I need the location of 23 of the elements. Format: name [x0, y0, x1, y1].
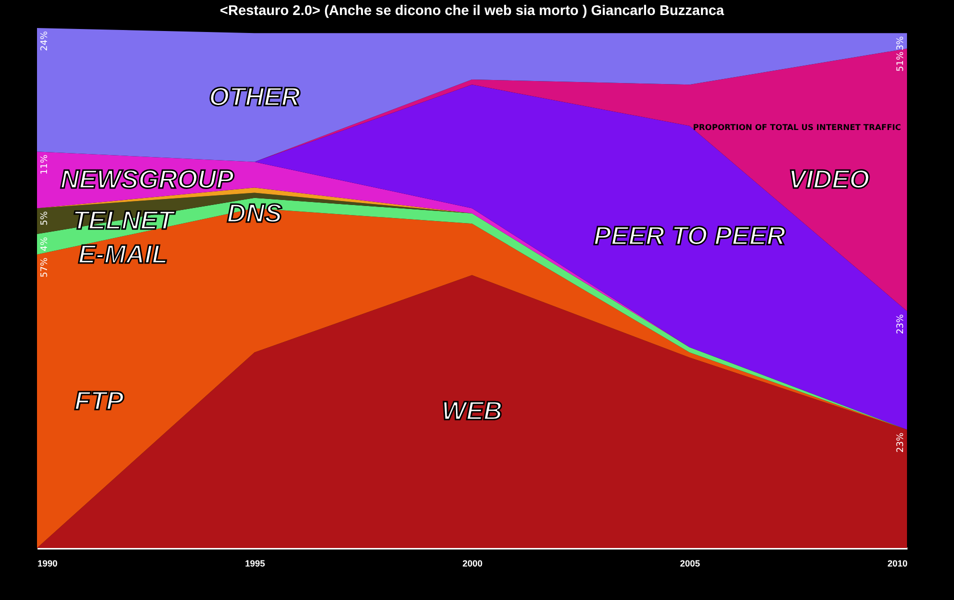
data-label: 3%	[896, 36, 906, 50]
data-label: 23%	[896, 314, 906, 334]
data-label: 24%	[40, 30, 50, 52]
series-label: PEER TO PEER	[594, 220, 786, 251]
series-label: WEB	[442, 396, 502, 426]
data-label: 5%	[40, 210, 50, 226]
annotation: PROPORTION OF TOTAL US INTERNET TRAFFIC	[692, 123, 902, 132]
x-tick-label: 2005	[680, 558, 700, 568]
series-label: VIDEO	[788, 164, 870, 194]
series-label: FTP	[74, 385, 124, 416]
x-tick-label: 2000	[462, 558, 483, 568]
data-label: 51%	[896, 51, 906, 72]
series-label: OTHER	[209, 82, 300, 112]
x-tick-label: 1990	[38, 558, 58, 568]
series-label: NEWSGROUP	[60, 164, 234, 194]
x-tick-label: 1995	[244, 558, 266, 568]
chart-title: <Restauro 2.0> (Anche se dicono che il web sia morto ) Giancarlo Buzzanca	[220, 2, 724, 18]
x-tick-label: 2010	[887, 558, 908, 568]
data-label: 57%	[40, 257, 50, 278]
data-label: 11%	[40, 154, 50, 175]
series-label: E-MAIL	[78, 239, 168, 270]
data-label: 4%	[40, 236, 50, 252]
data-label: 23%	[896, 432, 906, 453]
